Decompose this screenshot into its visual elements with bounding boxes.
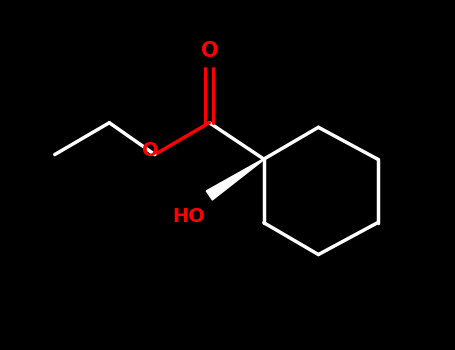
Text: O: O [201,41,218,61]
Polygon shape [206,159,264,200]
Text: O: O [142,140,158,160]
Text: HO: HO [172,207,205,226]
